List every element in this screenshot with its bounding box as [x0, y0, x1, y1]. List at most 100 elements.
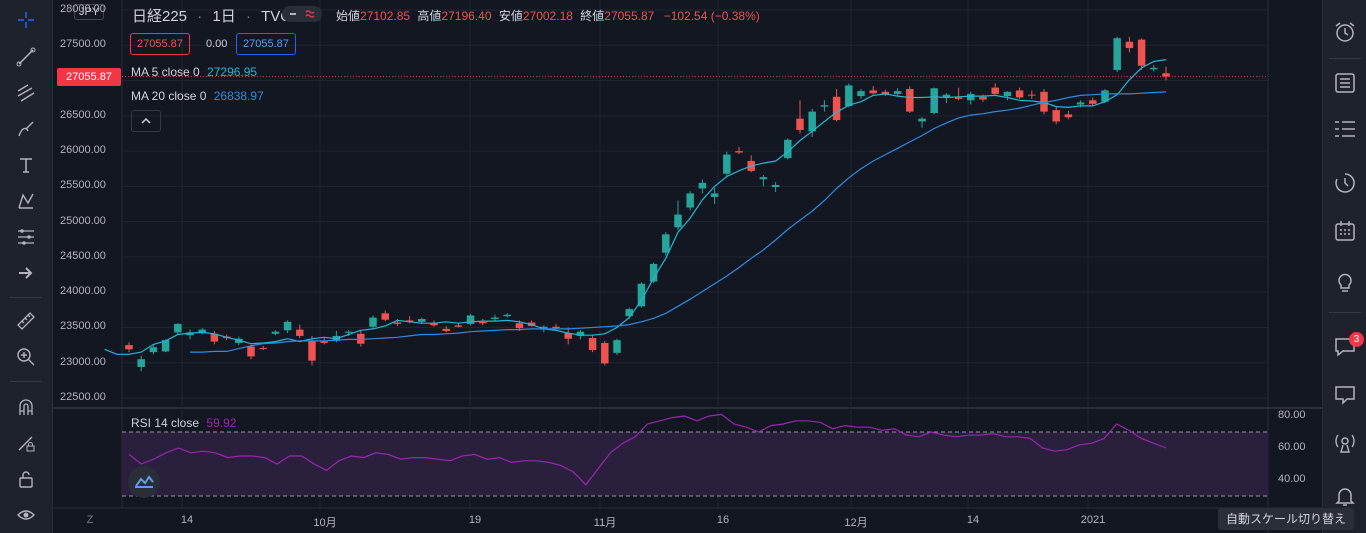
candle-body [137, 359, 145, 367]
ma5-legend[interactable]: MA 5 close 0 27296.95 [131, 65, 257, 79]
time-tick-label: 12月 [844, 517, 868, 529]
rsi-label: RSI 14 close [131, 416, 200, 430]
left-toolbar [0, 0, 53, 533]
collapse-legend-button[interactable] [131, 110, 161, 132]
idea-icon[interactable] [1323, 262, 1366, 302]
candle-body [857, 91, 865, 97]
candle [235, 336, 243, 346]
candle-body [1076, 102, 1085, 105]
candle [930, 87, 938, 115]
alarm-icon[interactable] [1323, 12, 1366, 52]
candle-body [930, 88, 938, 113]
candle [283, 320, 292, 334]
time-tick-label: 16 [716, 514, 730, 526]
candle-body [198, 329, 206, 334]
bell-icon[interactable] [1323, 476, 1366, 516]
candle-body [576, 331, 585, 336]
candle-body [174, 323, 182, 333]
candle-body [430, 323, 438, 326]
candle [161, 339, 170, 353]
interval-label[interactable]: 1日 [212, 8, 236, 25]
candle-body [710, 193, 719, 197]
fib-icon[interactable] [0, 76, 52, 110]
watchlist-icon[interactable] [1323, 63, 1366, 103]
candle [832, 89, 841, 122]
currency-chip[interactable]: JPY [74, 4, 105, 20]
candle-body [210, 333, 219, 342]
candle-body [942, 94, 951, 98]
candles [125, 36, 1170, 372]
time-tick-label: 10月 [313, 517, 337, 529]
candle-body [1028, 94, 1036, 96]
candle [1015, 87, 1024, 99]
candle-body [893, 91, 902, 94]
ruler-icon[interactable] [0, 304, 52, 338]
candle [174, 323, 182, 335]
candle-body [344, 331, 353, 333]
candle [259, 345, 267, 351]
candle-body [503, 314, 511, 317]
candle-body [1150, 67, 1158, 70]
candle-body [1113, 38, 1121, 70]
forecast-icon[interactable] [0, 220, 52, 254]
ma20-legend[interactable]: MA 20 close 0 26838.97 [131, 89, 264, 103]
eye-icon[interactable] [0, 498, 52, 532]
news-icon[interactable] [1323, 109, 1366, 149]
candle [674, 200, 682, 231]
price-tick-label: 24000.00 [60, 285, 106, 298]
candle [649, 262, 658, 284]
candle-body [723, 154, 731, 174]
zoom-icon[interactable] [0, 340, 52, 374]
candle-body [845, 85, 853, 106]
candle [637, 282, 646, 308]
candle-body [991, 87, 999, 94]
low-label: 安値 [498, 9, 523, 23]
candle [710, 187, 719, 204]
unlock-icon[interactable] [0, 462, 52, 496]
price-tick-label: 28000.00 [60, 3, 106, 15]
candle [1003, 91, 1012, 101]
chat-icon[interactable]: 3 [1323, 326, 1366, 366]
sell-button[interactable]: 27055.87 [130, 33, 190, 55]
candle [1101, 89, 1109, 104]
symbol-title[interactable]: 日経225 · 1日 · TVC [132, 8, 292, 25]
candle-body [235, 338, 243, 343]
text-icon[interactable] [0, 148, 52, 182]
candle [735, 146, 743, 154]
candle-body [820, 105, 829, 107]
candle-body [259, 347, 267, 349]
magnet-icon[interactable] [0, 390, 52, 424]
candle [906, 86, 914, 113]
trend-line-icon[interactable] [0, 40, 52, 74]
candle-body [283, 321, 292, 331]
candle [869, 86, 877, 95]
candle-body [1003, 91, 1012, 97]
timezone-button[interactable]: Z [86, 514, 94, 526]
candle-body [735, 151, 743, 153]
tradingview-logo[interactable] [128, 466, 160, 498]
pattern-icon[interactable] [0, 184, 52, 218]
candle [466, 314, 475, 326]
crosshair-icon[interactable] [0, 3, 52, 37]
rsi-legend[interactable]: RSI 14 close 59.92 [131, 416, 236, 430]
brush-icon[interactable] [0, 112, 52, 146]
candle [796, 100, 804, 134]
comment-icon[interactable] [1323, 375, 1366, 415]
candle-body [796, 118, 804, 130]
broadcast-icon[interactable] [1323, 423, 1366, 463]
buy-button[interactable]: 27055.87 [236, 33, 296, 55]
calendar-icon[interactable] [1323, 211, 1366, 251]
candle-body [771, 184, 780, 188]
arrow-icon[interactable] [0, 256, 52, 290]
candle [613, 338, 621, 355]
price-tick-label: 26000.00 [60, 144, 106, 157]
candle-body [906, 89, 914, 112]
visibility-toggle[interactable] [282, 6, 322, 22]
time-tick-label: 11月 [593, 517, 617, 529]
candle [357, 330, 365, 347]
history-icon[interactable] [1323, 163, 1366, 203]
candle [1137, 38, 1146, 70]
candle [491, 314, 499, 322]
lock-drawing-icon[interactable] [0, 426, 52, 460]
